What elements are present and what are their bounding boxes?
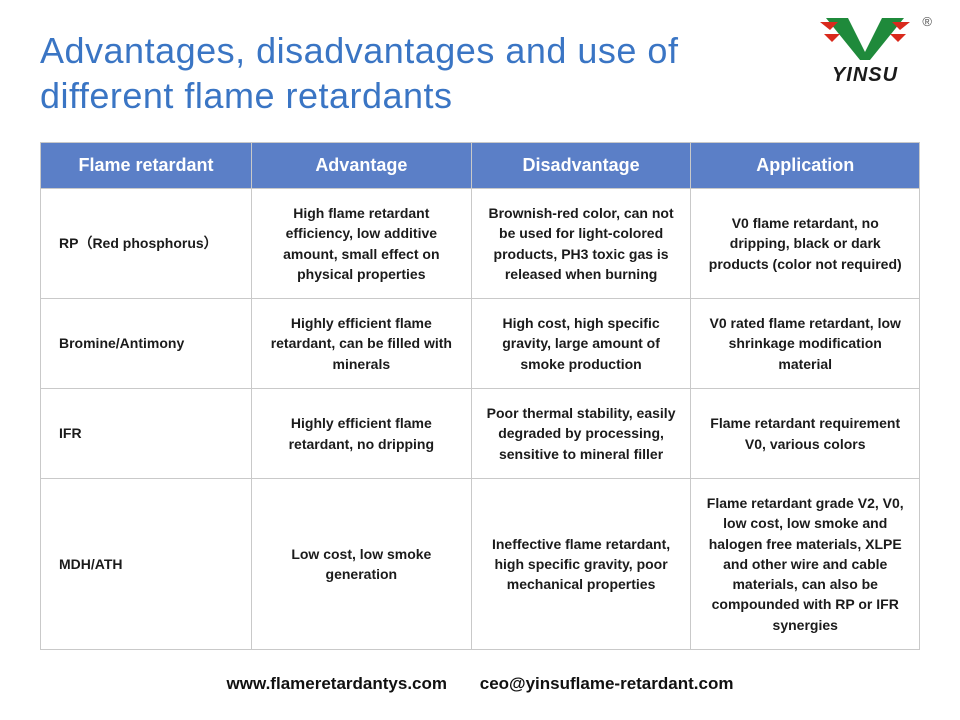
v-logo-icon — [820, 14, 910, 62]
cell-application: V0 flame retardant, no dripping, black o… — [691, 189, 920, 299]
slide-page: ® YINSU Advantages, disadvantages and us… — [0, 0, 960, 694]
table-row: IFR Highly efficient flame retardant, no… — [41, 389, 920, 479]
trademark-icon: ® — [922, 14, 932, 29]
footer-website: www.flameretardantys.com — [227, 674, 447, 693]
cell-disadvantage: Brownish-red color, can not be used for … — [471, 189, 691, 299]
cell-advantage: Low cost, low smoke generation — [251, 478, 471, 649]
col-flame-retardant: Flame retardant — [41, 143, 252, 189]
table-header-row: Flame retardant Advantage Disadvantage A… — [41, 143, 920, 189]
table-row: Bromine/Antimony Highly efficient flame … — [41, 299, 920, 389]
cell-name: IFR — [41, 389, 252, 479]
cell-application: V0 rated flame retardant, low shrinkage … — [691, 299, 920, 389]
table-row: RP（Red phosphorus） High flame retardant … — [41, 189, 920, 299]
cell-disadvantage: Ineffective flame retardant, high specif… — [471, 478, 691, 649]
footer-email: ceo@yinsuflame-retardant.com — [480, 674, 734, 693]
table-row: MDH/ATH Low cost, low smoke generation I… — [41, 478, 920, 649]
cell-advantage: Highly efficient flame retardant, can be… — [251, 299, 471, 389]
cell-name: Bromine/Antimony — [41, 299, 252, 389]
cell-disadvantage: Poor thermal stability, easily degraded … — [471, 389, 691, 479]
cell-advantage: Highly efficient flame retardant, no dri… — [251, 389, 471, 479]
col-advantage: Advantage — [251, 143, 471, 189]
cell-advantage: High flame retardant efficiency, low add… — [251, 189, 471, 299]
brand-logo: ® YINSU — [800, 14, 930, 94]
col-application: Application — [691, 143, 920, 189]
col-disadvantage: Disadvantage — [471, 143, 691, 189]
footer: www.flameretardantys.com ceo@yinsuflame-… — [40, 674, 920, 694]
cell-disadvantage: High cost, high specific gravity, large … — [471, 299, 691, 389]
comparison-table: Flame retardant Advantage Disadvantage A… — [40, 142, 920, 650]
cell-application: Flame retardant requirement V0, various … — [691, 389, 920, 479]
cell-name: MDH/ATH — [41, 478, 252, 649]
cell-application: Flame retardant grade V2, V0, low cost, … — [691, 478, 920, 649]
brand-name: YINSU — [800, 64, 930, 87]
cell-name: RP（Red phosphorus） — [41, 189, 252, 299]
page-title: Advantages, disadvantages and use of dif… — [40, 28, 800, 118]
